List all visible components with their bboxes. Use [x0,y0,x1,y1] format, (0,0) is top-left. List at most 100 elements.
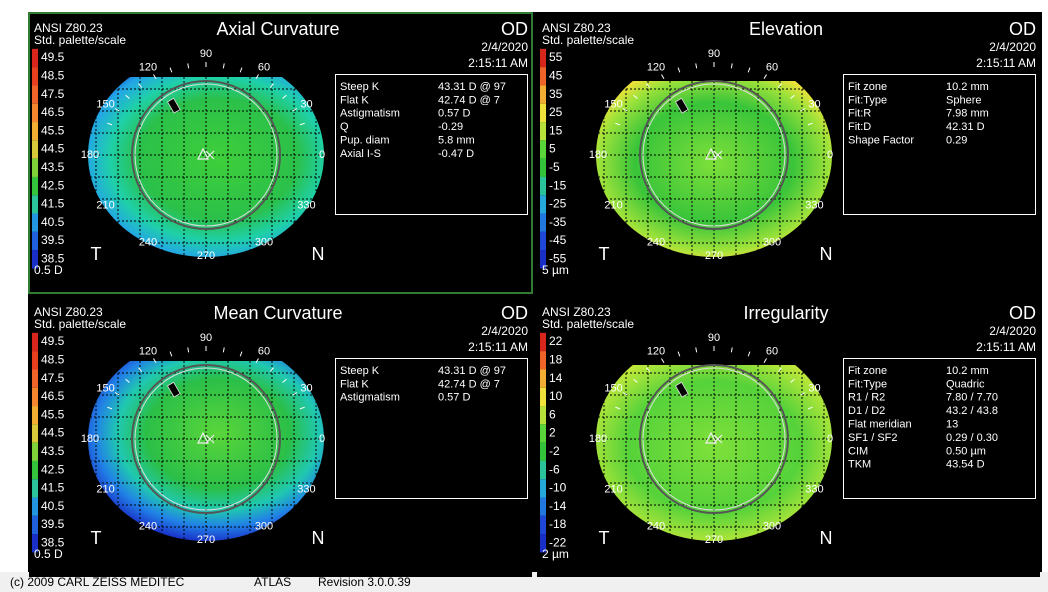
scale-swatch [32,388,38,406]
scale-label: 39.5 [41,517,65,531]
scale-label: 49.5 [41,50,65,64]
scale-swatch [32,85,38,103]
meridian-label: 60 [258,345,270,357]
scale-swatch [540,516,546,534]
scale-label: 43.5 [41,160,65,174]
eye-label: OD [1009,303,1036,323]
exam-time: 2:15:11 AM [468,340,528,354]
info-value: 42.74 D @ 7 [438,94,500,106]
meridian-label: 120 [647,61,665,73]
scale-step: 5 µm [542,263,569,277]
info-label: Fit:R [848,108,871,120]
info-label: SF1 / SF2 [848,432,898,444]
info-value: 42.74 D @ 7 [438,378,500,390]
scale-label: 44.5 [41,142,65,156]
nasal-label: N [312,528,325,548]
meridian-label: 300 [763,236,781,248]
meridian-label: 150 [604,98,622,110]
scale-step: 2 µm [542,547,569,561]
palette-label: Std. palette/scale [542,33,634,47]
info-label: D1 / D2 [848,405,885,417]
info-value: Quadric [946,378,985,390]
nasal-label: N [312,244,325,264]
meridian-label: 60 [766,61,778,73]
info-label: CIM [848,445,868,457]
meridian-label: 330 [297,199,315,211]
scale-swatch [32,214,38,232]
footer-product: ATLAS [254,575,291,589]
scale-label: 47.5 [41,87,65,101]
scale-swatch [540,177,546,195]
info-label: Fit:D [848,121,871,133]
map-panel: ANSI Z80.23Std. palette/scaleIrregularit… [537,297,1040,577]
footer-revision: Revision 3.0.0.39 [318,575,411,589]
meridian-label: 90 [708,48,720,60]
exam-date: 2/4/2020 [989,324,1036,338]
info-label: Pup. diam [340,135,390,147]
scale-label: -45 [549,233,567,247]
info-label: Astigmatism [340,108,400,120]
map-title: Mean Curvature [213,303,342,323]
scale-label: -2 [549,444,560,458]
scale-label: 40.5 [41,499,65,513]
meridian-label: 270 [197,250,215,262]
scale-swatch [32,49,38,67]
meridian-label: 270 [197,534,215,546]
scale-label: -25 [549,197,567,211]
info-label: Shape Factor [848,135,914,147]
meridian-label: 240 [647,520,665,532]
scale-swatch [32,159,38,177]
info-value: 43.31 D @ 97 [438,365,506,377]
nasal-label: N [820,528,833,548]
meridian-label: 240 [139,520,157,532]
info-value: Sphere [946,94,981,106]
map-title: Axial Curvature [216,19,339,39]
meridian-label: 210 [96,483,114,495]
scale-swatch [540,104,546,122]
info-value: 7.80 / 7.70 [946,392,998,404]
scale-label: 35 [549,87,563,101]
info-value: 42.31 D [946,121,985,133]
scale-label: 6 [549,407,556,421]
scale-swatch [32,369,38,387]
scale-swatch [540,49,546,67]
info-value: 43.54 D [946,459,985,471]
info-value: 0.57 D [438,108,470,120]
scale-swatch [32,479,38,497]
exam-time: 2:15:11 AM [468,56,528,70]
scale-swatch [32,333,38,351]
exam-date: 2/4/2020 [481,324,528,338]
scale-step: 0.5 D [34,547,63,561]
scale-swatch [540,388,546,406]
scale-label: -6 [549,462,560,476]
scale-swatch [540,85,546,103]
scale-label: 41.5 [41,481,65,495]
meridian-label: 150 [96,98,114,110]
exam-date: 2/4/2020 [481,40,528,54]
meridian-label: 150 [96,382,114,394]
meridian-label: 0 [319,149,325,161]
meridian-label: 90 [708,332,720,344]
footer-copyright: (c) 2009 CARL ZEISS MEDITEC [10,575,185,589]
info-value: 0.50 µm [946,445,986,457]
scale-label: 39.5 [41,233,65,247]
info-label: Steep K [340,365,380,377]
info-value: 0.57 D [438,392,470,404]
info-value: -0.29 [438,121,463,133]
scale-label: 18 [549,352,563,366]
eye-label: OD [501,303,528,323]
scale-swatch [32,232,38,250]
info-label: Fit zone [848,81,887,93]
info-value: 5.8 mm [438,135,475,147]
scale-label: -18 [549,517,567,531]
meridian-label: 30 [300,98,312,110]
scale-label: -10 [549,481,567,495]
topography-screen: (c) 2009 CARL ZEISS MEDITEC ATLAS Revisi… [0,0,1048,592]
meridian-label: 150 [604,382,622,394]
meridian-label: 120 [139,345,157,357]
scale-swatch [32,104,38,122]
scale-label: 46.5 [41,105,65,119]
scale-swatch [540,461,546,479]
meridian-label: 0 [827,433,833,445]
